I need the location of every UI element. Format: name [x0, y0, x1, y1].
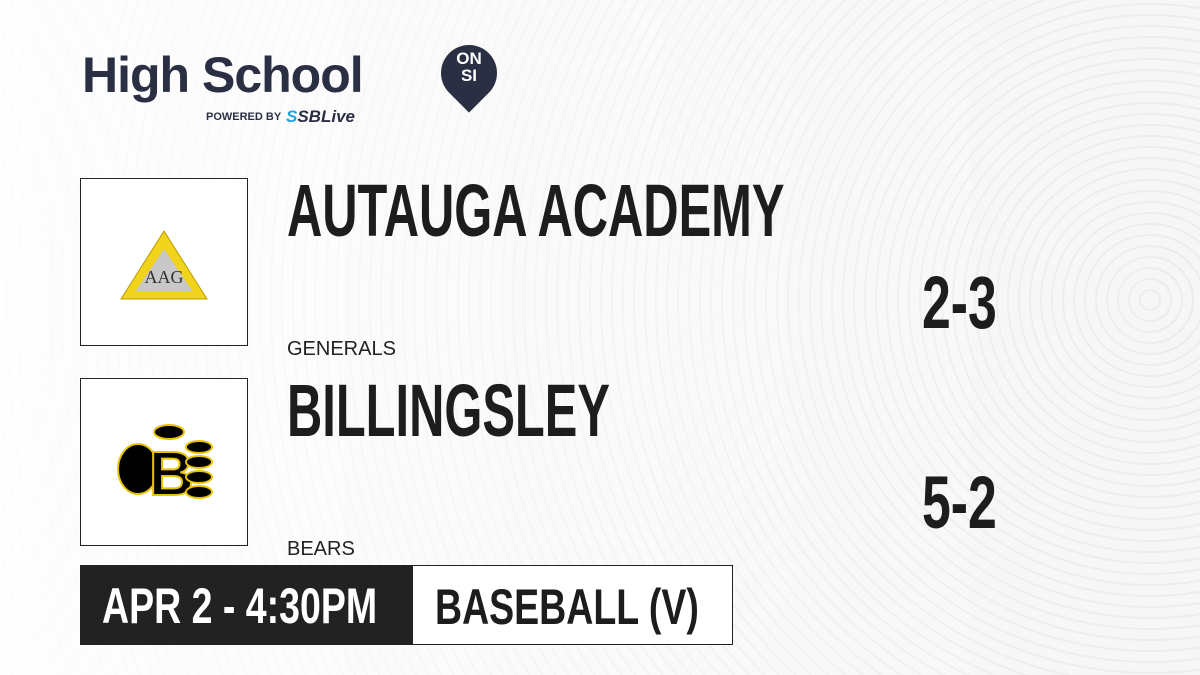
team-name: AUTAUGA ACADEMY: [287, 169, 785, 252]
team-logo-billingsley: B: [80, 378, 248, 546]
partner-prefix: S: [286, 107, 298, 126]
game-datetime-box: APR 2 - 4:30PM: [80, 565, 412, 645]
team-logo-autauga: AAG: [80, 178, 248, 346]
triangle-logo-icon: AAG: [120, 230, 208, 300]
team-name: BILLINGSLEY: [287, 369, 610, 452]
badge-line2: SI: [460, 66, 478, 85]
team-record: 2-3: [922, 261, 997, 344]
powered-by: POWERED BY: [206, 111, 282, 123]
svg-text:B: B: [149, 440, 194, 509]
svg-text:AAG: AAG: [145, 267, 184, 287]
game-datetime: APR 2 - 4:30PM: [102, 578, 378, 634]
team-mascot: BEARS: [287, 538, 355, 560]
badge-line1: ON: [456, 49, 482, 68]
sport-box: BASEBALL (V): [412, 565, 733, 645]
brand-badge: ON SI: [441, 50, 497, 84]
team-mascot: GENERALS: [287, 338, 396, 360]
bear-paw-icon: B: [117, 424, 213, 510]
team-record: 5-2: [922, 461, 997, 544]
partner-logo: SSBLive: [286, 107, 355, 127]
brand-title: High School: [82, 47, 364, 103]
game-sport: BASEBALL (V): [435, 579, 699, 635]
partner-name: SBLive: [297, 107, 355, 126]
